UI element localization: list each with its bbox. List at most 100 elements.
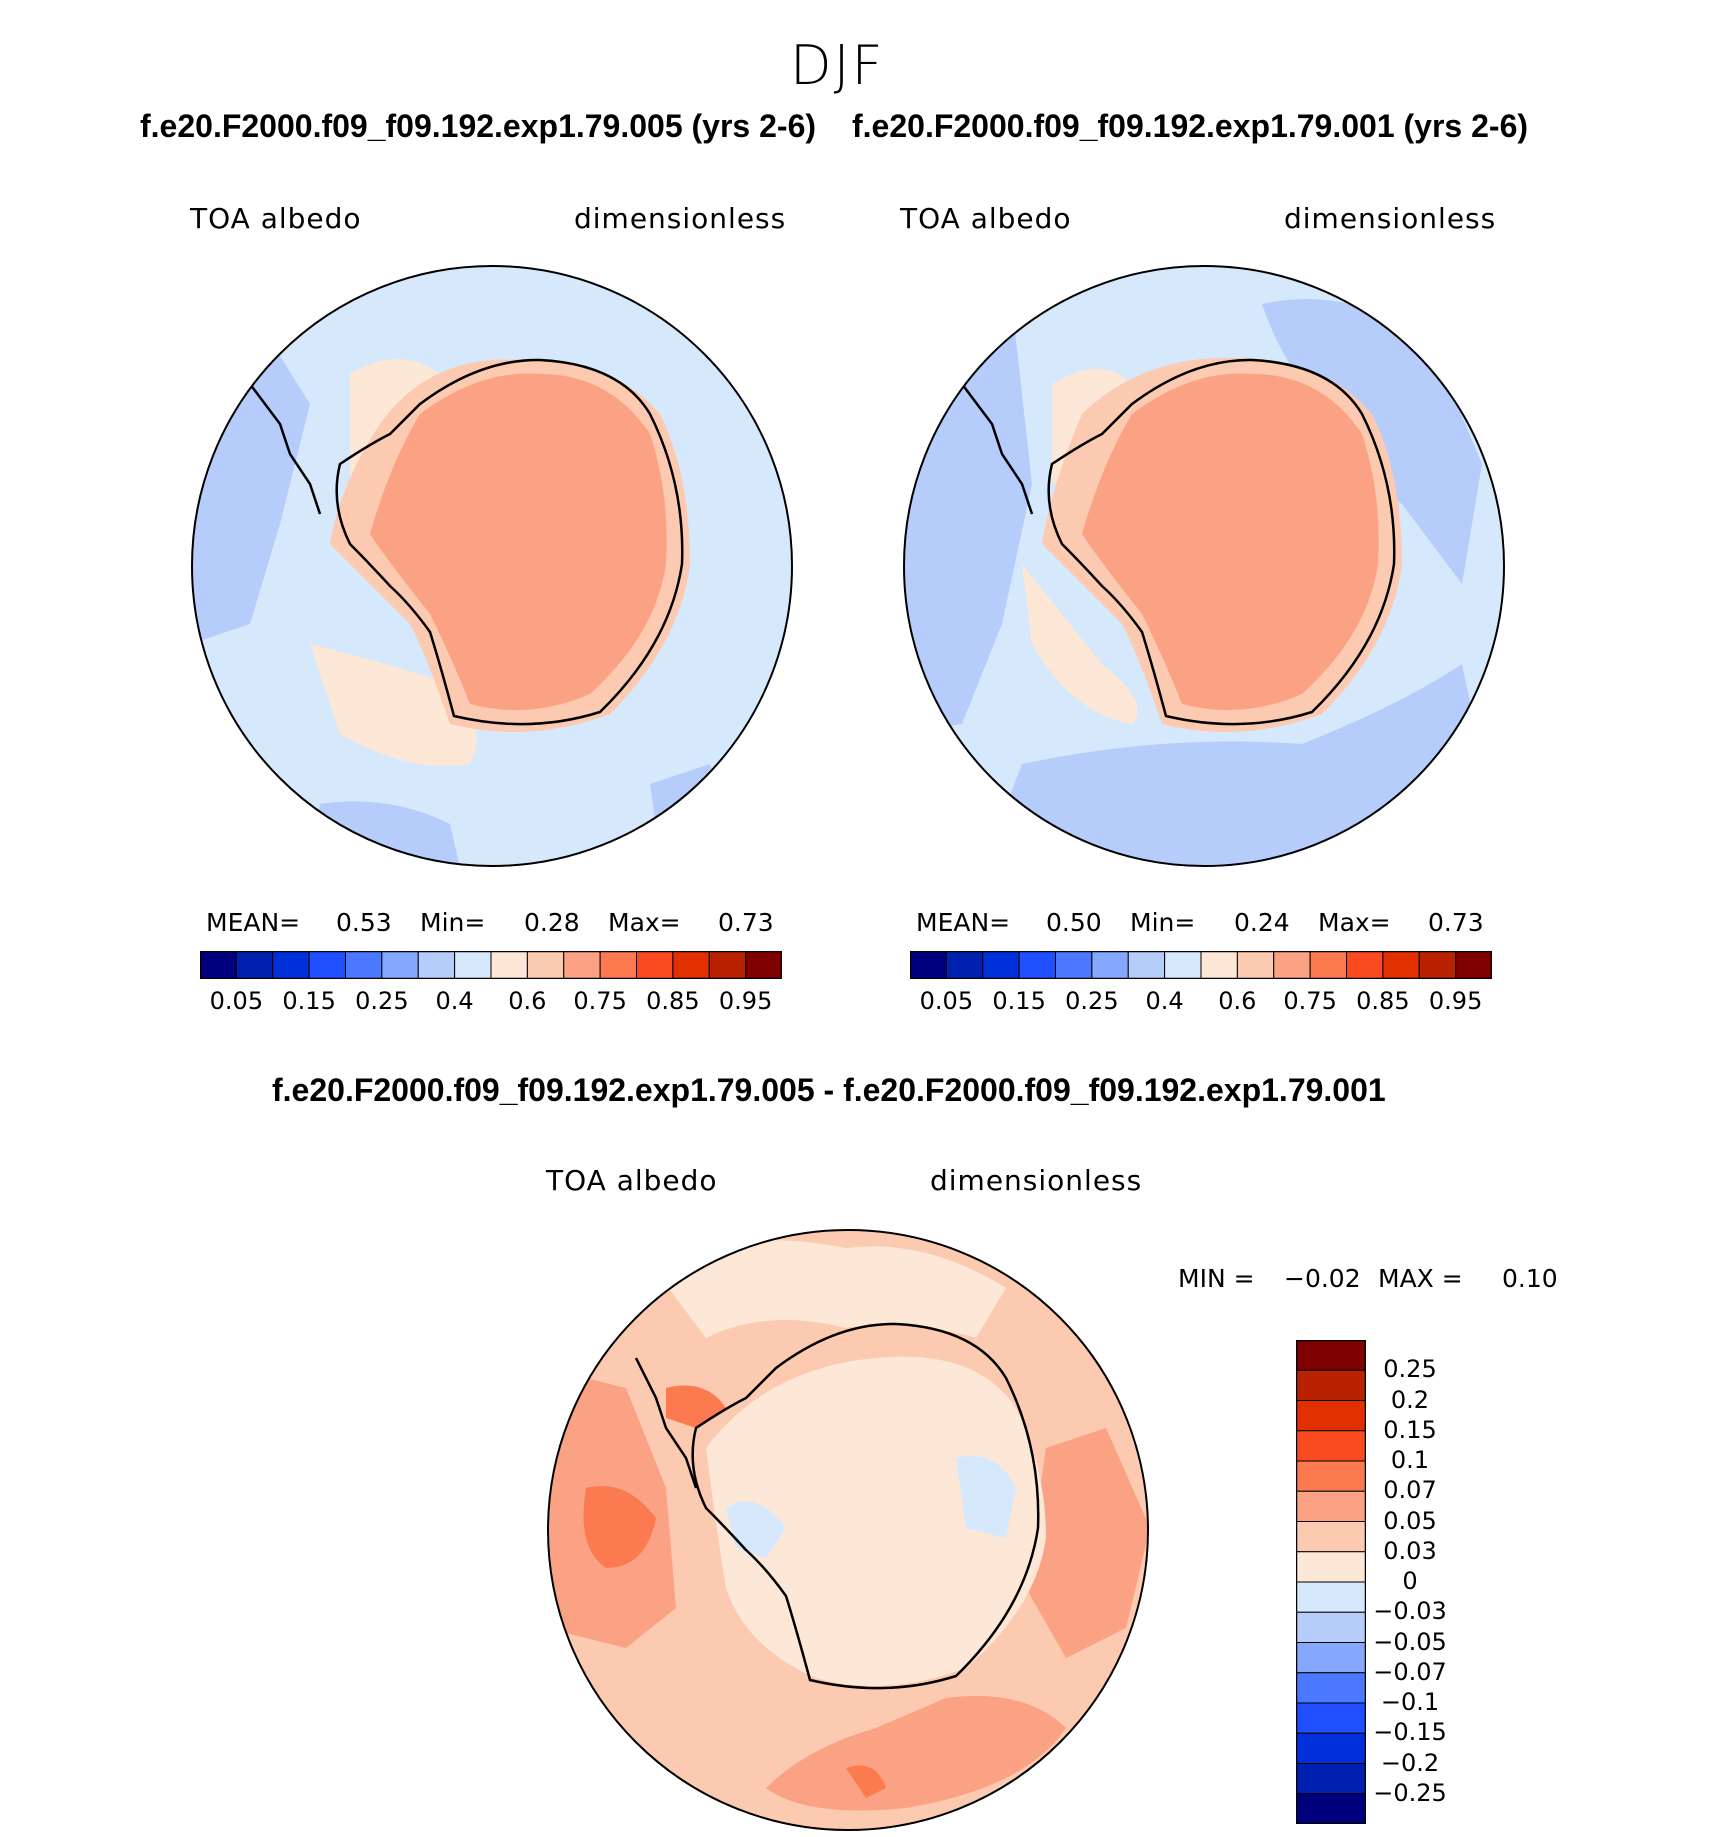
colorbar-swatch — [1296, 1763, 1366, 1795]
left-max-value: 0.73 — [718, 908, 774, 937]
colorbar-swatch — [599, 951, 637, 979]
colorbar-swatch — [1296, 1369, 1366, 1401]
right-mean-value: 0.50 — [1046, 908, 1102, 937]
colorbar-tick-label: 0.6 — [1218, 987, 1257, 1015]
diff-panel-title: f.e20.F2000.f09_f09.192.exp1.79.005 - f.… — [272, 1072, 1386, 1108]
colorbar-tick-label: 0.15 — [992, 987, 1046, 1015]
right-min-label: Min= — [1130, 908, 1196, 937]
colorbar-swatch — [235, 951, 274, 979]
colorbar-tick-label: 0.05 — [1383, 1506, 1437, 1535]
right-var-label: TOA albedo — [900, 202, 1072, 235]
right-max-value: 0.73 — [1428, 908, 1484, 937]
colorbar-swatch — [1164, 951, 1202, 979]
left-min-value: 0.28 — [524, 908, 580, 937]
colorbar-swatch — [672, 951, 710, 979]
left-mean-value: 0.53 — [336, 908, 392, 937]
colorbar-swatch — [1296, 1340, 1366, 1371]
colorbar-tick-label: 0.03 — [1383, 1536, 1437, 1565]
right-max-label: Max= — [1318, 908, 1391, 937]
colorbar-swatch — [1200, 951, 1238, 979]
colorbar-swatch — [1296, 1430, 1366, 1462]
diff-min-value: −0.02 — [1284, 1264, 1361, 1293]
colorbar-tick-label: 0.25 — [1065, 987, 1119, 1015]
colorbar-swatch — [526, 951, 565, 979]
colorbar-tick-label: 0.85 — [1356, 987, 1410, 1015]
left-polar-map — [191, 265, 793, 867]
colorbar-swatch — [1296, 1611, 1366, 1643]
right-panel-title: f.e20.F2000.f09_f09.192.exp1.79.001 (yrs… — [852, 108, 1529, 144]
colorbar-swatch — [1309, 951, 1347, 979]
colorbar-tick-label: −0.03 — [1373, 1597, 1447, 1626]
left-colorbar — [200, 951, 782, 979]
left-min-label: Min= — [420, 908, 486, 937]
right-colorbar — [910, 951, 1492, 979]
colorbar-swatch — [563, 951, 601, 979]
colorbar-tick-label: 0.75 — [1283, 987, 1337, 1015]
colorbar-tick-label: 0.15 — [1383, 1415, 1437, 1444]
colorbar-swatch — [381, 951, 419, 979]
colorbar-swatch — [1296, 1460, 1366, 1492]
right-polar-map — [903, 265, 1505, 867]
right-units-label: dimensionless — [1284, 202, 1497, 235]
colorbar-swatch — [1055, 951, 1093, 979]
colorbar-swatch — [1296, 1400, 1366, 1432]
colorbar-tick-label: −0.15 — [1373, 1718, 1447, 1747]
colorbar-tick-label: −0.05 — [1373, 1627, 1447, 1656]
colorbar-swatch — [636, 951, 674, 979]
colorbar-tick-label: 0.75 — [573, 987, 627, 1015]
left-panel-title: f.e20.F2000.f09_f09.192.exp1.79.005 (yrs… — [140, 108, 817, 144]
colorbar-tick-label: 0.4 — [435, 987, 474, 1015]
colorbar-swatch — [1346, 951, 1384, 979]
colorbar-tick-label: 0.1 — [1390, 1446, 1430, 1474]
colorbar-swatch — [1296, 1732, 1366, 1764]
colorbar-swatch — [1296, 1793, 1366, 1824]
colorbar-swatch — [454, 951, 492, 979]
colorbar-tick-label: 0.07 — [1383, 1476, 1437, 1505]
colorbar-swatch — [272, 951, 310, 979]
colorbar-swatch — [1236, 951, 1275, 979]
diff-colorbar — [1296, 1340, 1366, 1824]
right-mean-label: MEAN= — [916, 908, 1011, 937]
left-var-label: TOA albedo — [190, 202, 362, 235]
colorbar-tick-label: 0 — [1402, 1567, 1418, 1595]
colorbar-swatch — [745, 951, 782, 979]
diff-max-label: MAX = — [1378, 1264, 1463, 1293]
colorbar-swatch — [1296, 1642, 1366, 1674]
colorbar-swatch — [1091, 951, 1129, 979]
colorbar-swatch — [1382, 951, 1420, 979]
right-min-value: 0.24 — [1234, 908, 1290, 937]
colorbar-swatch — [1296, 1702, 1366, 1734]
colorbar-swatch — [708, 951, 747, 979]
colorbar-swatch — [200, 951, 237, 979]
colorbar-swatch — [1296, 1551, 1366, 1583]
colorbar-swatch — [1296, 1490, 1366, 1522]
left-mean-label: MEAN= — [206, 908, 301, 937]
diff-min-label: MIN = — [1178, 1264, 1255, 1293]
colorbar-swatch — [1296, 1521, 1366, 1553]
colorbar-tick-label: −0.1 — [1380, 1688, 1440, 1716]
colorbar-swatch — [1127, 951, 1166, 979]
colorbar-tick-label: −0.2 — [1380, 1748, 1440, 1777]
colorbar-swatch — [910, 951, 947, 979]
colorbar-outline — [200, 951, 782, 979]
colorbar-tick-label: 0.15 — [282, 987, 336, 1015]
season-title: DJF — [790, 34, 885, 97]
left-units-label: dimensionless — [574, 202, 787, 235]
colorbar-swatch — [1296, 1672, 1366, 1704]
colorbar-swatch — [308, 951, 346, 979]
colorbar-tick-label: 0.25 — [355, 987, 409, 1015]
colorbar-tick-label: 0.95 — [718, 987, 773, 1015]
colorbar-tick-label: −0.07 — [1373, 1657, 1447, 1686]
colorbar-swatch — [1418, 951, 1457, 979]
colorbar-tick-label: −0.25 — [1373, 1778, 1447, 1807]
colorbar-swatch — [945, 951, 984, 979]
colorbar-outline — [910, 951, 1492, 979]
colorbar-tick-label: 0.2 — [1390, 1385, 1430, 1414]
colorbar-outline — [1296, 1340, 1366, 1824]
colorbar-swatch — [345, 951, 383, 979]
diff-polar-map — [547, 1229, 1149, 1831]
colorbar-tick-label: 0.25 — [1383, 1355, 1437, 1384]
colorbar-tick-label: 0.85 — [646, 987, 700, 1015]
colorbar-swatch — [982, 951, 1020, 979]
left-max-label: Max= — [608, 908, 681, 937]
